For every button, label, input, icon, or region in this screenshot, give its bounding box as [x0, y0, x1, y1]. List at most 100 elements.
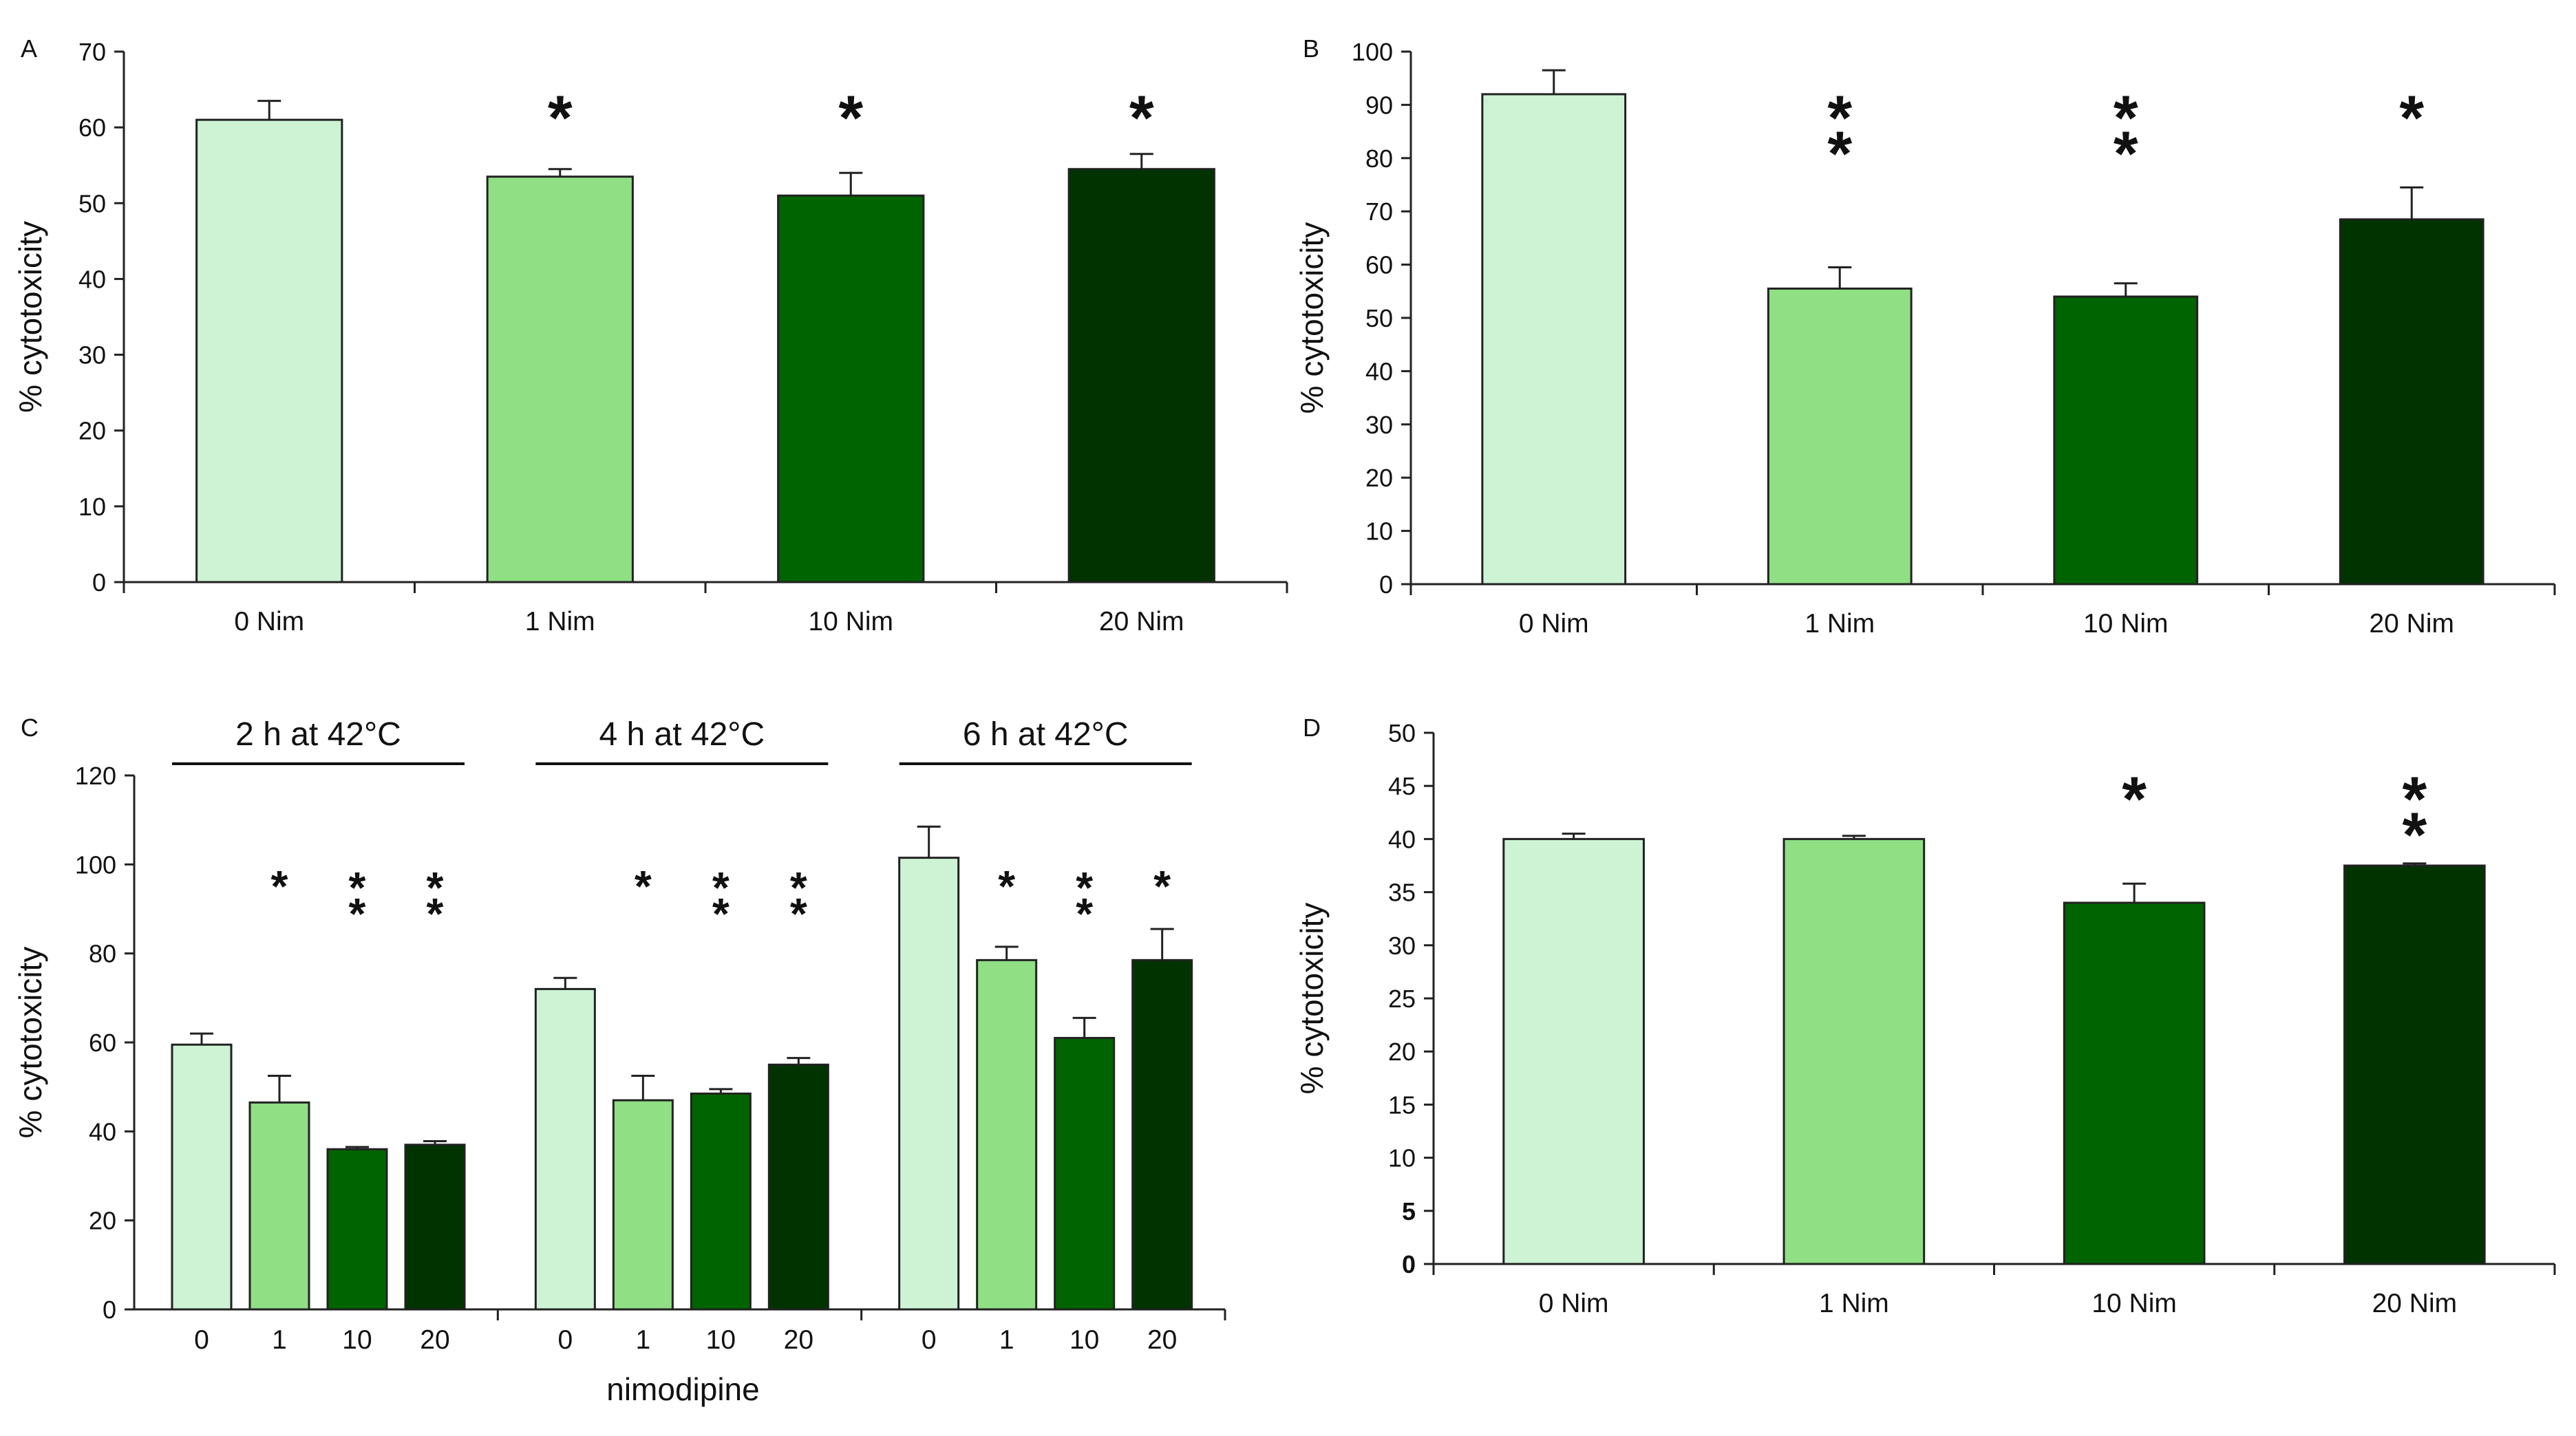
- y-tick-label: 100: [1352, 38, 1393, 66]
- x-category-label: 0 Nim: [1519, 609, 1589, 639]
- x-category-label: 1: [999, 1325, 1014, 1355]
- significance-star: *: [1076, 863, 1093, 912]
- y-tick-label: 40: [1388, 825, 1416, 853]
- significance-star: *: [427, 863, 444, 912]
- y-axis-title: % cytotoxicity: [1294, 222, 1330, 414]
- y-tick-label: 60: [89, 1029, 116, 1057]
- y-tick-label: 40: [1365, 357, 1393, 385]
- bar: [976, 958, 1038, 1311]
- y-tick-label: 60: [1365, 251, 1393, 279]
- significance-star: *: [349, 889, 366, 939]
- x-axis-title: nimodipine: [606, 1371, 759, 1407]
- y-tick-label: 30: [1388, 932, 1416, 960]
- bar: [1767, 287, 1913, 586]
- x-category-label: 10: [706, 1325, 736, 1355]
- bar: [1502, 837, 1645, 1265]
- y-tick-label: 15: [1388, 1091, 1416, 1119]
- significance-star: *: [790, 889, 807, 939]
- significance-star: *: [2402, 800, 2427, 870]
- x-category-label: 1 Nim: [1805, 609, 1875, 639]
- y-tick-label: 20: [1388, 1038, 1416, 1066]
- y-tick-label: 20: [1365, 464, 1393, 492]
- significance-star: *: [548, 83, 573, 153]
- significance-star: *: [712, 863, 730, 912]
- y-tick-label: 70: [1365, 197, 1393, 226]
- bar: [2343, 864, 2486, 1265]
- x-category-label: 0 Nim: [1539, 1289, 1609, 1318]
- bar: [1782, 837, 1926, 1265]
- y-tick-label: 100: [75, 850, 116, 879]
- y-tick-label: 30: [78, 341, 106, 369]
- y-tick-label: 0: [1402, 1250, 1416, 1278]
- bar: [195, 118, 343, 583]
- x-category-label: 20 Nim: [1099, 607, 1184, 636]
- x-category-label: 20 Nim: [2369, 609, 2454, 639]
- group-label: 2 h at 42°C: [235, 716, 401, 753]
- panel-d: D 0 5 10 15 20 25 30 35 40 45 50 % cytotoxicity 0 Nim…: [1294, 714, 2556, 1318]
- bar: [898, 857, 960, 1311]
- x-category-label: 10 Nim: [2091, 1289, 2177, 1318]
- y-tick-label: 0: [92, 568, 106, 597]
- y-tick-label: 10: [1365, 517, 1393, 546]
- bar: [326, 1148, 388, 1311]
- y-tick-label: 40: [78, 265, 106, 293]
- bar: [534, 987, 596, 1311]
- y-axis-title: % cytotoxicity: [12, 947, 48, 1139]
- y-tick-label: 50: [1388, 719, 1416, 747]
- panel-letter: C: [21, 714, 39, 742]
- significance-star: *: [2402, 764, 2427, 835]
- y-tick-label: 45: [1388, 772, 1416, 800]
- bar: [404, 1144, 466, 1311]
- y-tick-label: 40: [89, 1117, 116, 1146]
- x-category-label: 10 Nim: [808, 607, 893, 636]
- bar: [171, 1043, 233, 1311]
- y-tick-label: 10: [78, 493, 106, 521]
- x-category-label: 20: [420, 1325, 449, 1355]
- y-tick-label: 60: [78, 114, 106, 142]
- bar: [1054, 1037, 1116, 1311]
- bar: [2063, 901, 2206, 1265]
- bar: [1481, 93, 1627, 586]
- bar: [248, 1101, 310, 1311]
- x-category-label: 1: [635, 1325, 650, 1355]
- y-tick-label: 80: [1365, 144, 1393, 173]
- bar: [2339, 218, 2484, 586]
- significance-star: *: [1076, 889, 1093, 939]
- y-tick-label: 90: [1365, 91, 1393, 119]
- bar: [690, 1092, 752, 1311]
- x-category-label: 0: [557, 1325, 573, 1355]
- significance-star: *: [349, 863, 366, 912]
- significance-star: *: [2114, 119, 2138, 189]
- panel-letter: A: [21, 34, 37, 63]
- panel-letter: B: [1303, 34, 1319, 63]
- y-tick-label: 30: [1365, 411, 1393, 439]
- significance-star: *: [790, 863, 807, 912]
- y-axis-title: % cytotoxicity: [12, 221, 48, 413]
- significance-star: *: [635, 861, 652, 911]
- x-category-label: 10 Nim: [2083, 609, 2169, 639]
- bar: [2053, 295, 2199, 586]
- y-tick-label: 120: [75, 762, 116, 790]
- x-category-label: 1 Nim: [525, 607, 595, 636]
- y-axis-title: % cytotoxicity: [1294, 903, 1330, 1095]
- y-tick-label: 0: [1379, 570, 1393, 599]
- x-category-label: 0: [194, 1325, 209, 1355]
- bar: [767, 1063, 829, 1311]
- y-tick-label: 10: [1388, 1144, 1416, 1172]
- significance-star: *: [838, 83, 863, 153]
- y-tick-label: 20: [89, 1207, 116, 1235]
- bar: [1131, 958, 1193, 1311]
- y-tick-label: 0: [103, 1296, 116, 1324]
- panel-a: A 0 10 20 30 40 50 60 70 % cytotoxicity 0 Nim 1 Nim…: [12, 34, 1288, 636]
- bar: [1067, 168, 1215, 583]
- x-category-label: 20 Nim: [2372, 1289, 2458, 1318]
- x-category-label: 20: [1147, 1325, 1177, 1355]
- significance-star: *: [712, 889, 730, 939]
- bar: [486, 175, 634, 583]
- significance-star: *: [998, 861, 1015, 911]
- bar: [612, 1099, 674, 1311]
- y-tick-label: 50: [1365, 304, 1393, 332]
- significance-star: *: [271, 861, 288, 911]
